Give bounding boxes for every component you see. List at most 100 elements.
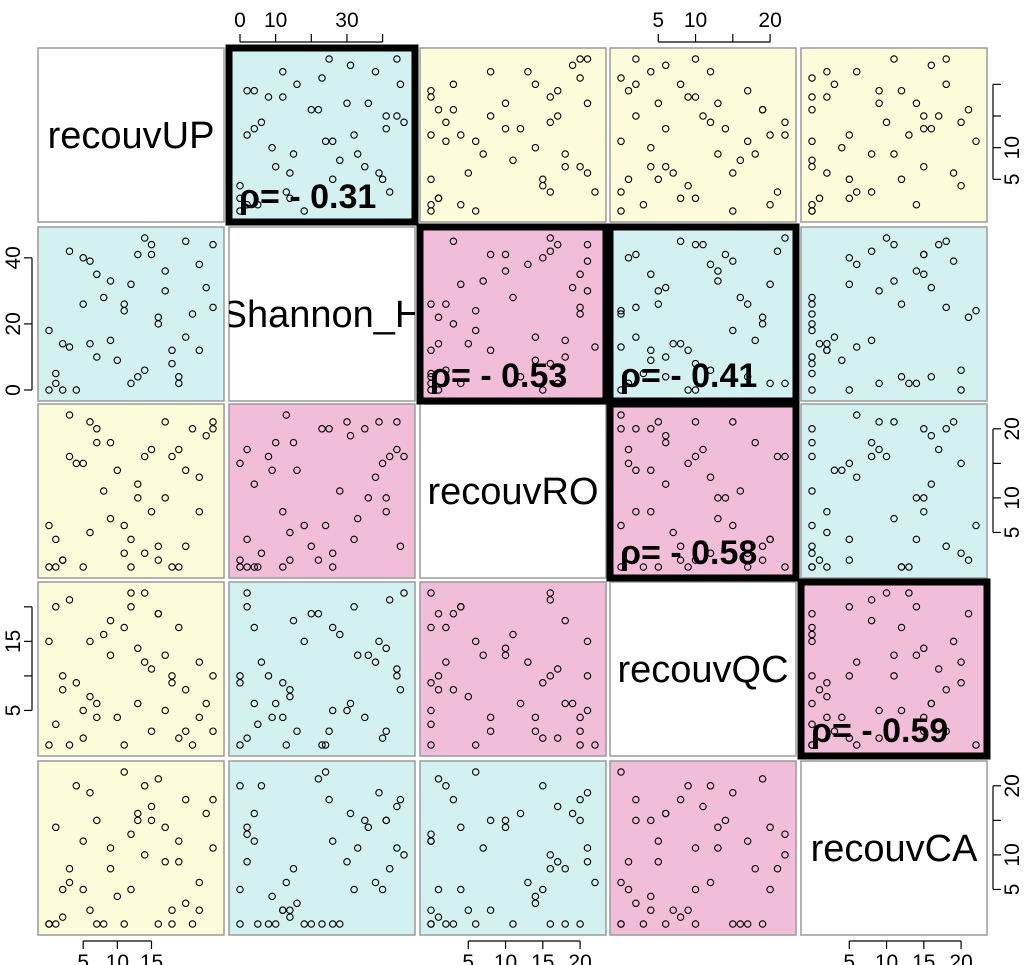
data-point-0-2-44 [434,194,443,203]
data-point-3-4-21 [808,741,816,749]
data-point-3-2-29 [427,623,435,632]
data-point-2-4-11 [972,521,980,530]
data-point-4-1-37 [279,906,287,914]
data-point-1-0-39 [209,303,217,312]
data-point-1-2-38 [471,326,480,335]
panel-3-1 [228,581,416,757]
data-point-0-3-42 [758,105,767,114]
data-point-2-3-7 [647,425,655,433]
data-point-3-4-1 [808,720,816,729]
data-point-1-0-18 [168,346,176,355]
data-point-0-2-26 [561,162,569,171]
panel-0-4 [800,47,988,223]
data-point-2-4-21 [808,425,816,433]
data-point-3-1-8 [336,630,344,639]
data-point-2-4-26 [808,438,816,447]
data-point-4-0-29 [175,837,183,845]
data-point-4-3-4 [684,782,692,790]
data-point-2-0-9 [106,438,115,447]
highlight-frame-2-3 [606,400,800,582]
data-point-1-3-32 [654,287,663,295]
data-point-1-4-34 [912,379,921,388]
data-point-4-1-40 [243,830,251,838]
data-point-4-3-40 [781,830,789,838]
data-point-1-2-9 [561,336,569,345]
data-point-2-1-9 [289,438,298,447]
data-point-1-0-10 [113,356,122,365]
tick-label-bottom-4-2: 15 [912,951,935,965]
data-point-0-1-11 [321,137,330,146]
data-point-3-4-35 [949,637,958,646]
data-point-4-2-14 [546,851,555,859]
data-point-4-0-9 [106,864,115,873]
data-point-2-0-41 [79,459,87,468]
data-point-3-0-21 [188,741,197,749]
data-point-0-3-30 [714,150,722,158]
data-point-1-4-20 [942,237,950,246]
data-point-2-4-6 [823,528,831,537]
panel-3-2 [419,581,607,757]
data-point-4-3-11 [617,768,625,776]
data-point-4-1-25 [385,864,394,873]
data-point-4-3-7 [647,816,655,825]
data-point-2-4-15 [920,507,928,516]
data-point-1-0-22 [195,260,204,269]
data-point-1-3-38 [729,326,737,335]
data-point-0-3-34 [766,200,774,209]
data-point-3-4-9 [867,616,876,625]
data-point-0-3-20 [676,80,685,89]
data-point-0-2-10 [531,143,540,152]
data-point-3-1-31 [250,699,259,708]
data-point-2-0-13 [134,494,142,502]
data-point-2-4-36 [957,549,965,557]
data-point-0-4-16 [808,105,816,114]
highlight-frame-0-1 [225,44,419,226]
data-point-4-2-1 [427,920,435,928]
data-point-2-1-33 [293,466,301,475]
data-point-0-2-28 [553,112,562,120]
data-point-0-1-20 [396,80,405,89]
data-point-1-0-23 [202,283,210,292]
data-point-3-2-6 [464,692,473,701]
data-point-2-1-16 [307,542,316,551]
data-point-2-4-31 [927,480,936,488]
data-point-3-1-7 [361,713,369,722]
data-point-2-1-38 [300,521,308,530]
data-point-4-2-39 [576,795,584,804]
data-point-2-1-20 [396,542,405,551]
data-point-1-0-2 [58,386,67,394]
data-point-3-2-10 [531,713,540,722]
data-point-0-1-9 [289,150,298,158]
data-point-3-0-25 [65,596,74,604]
data-point-3-4-3 [852,741,861,749]
data-point-0-4-18 [823,93,831,101]
tick-label-bottom-4-3: 20 [949,951,972,965]
data-point-1-4-39 [942,303,950,312]
data-point-3-4-42 [964,609,973,618]
data-point-3-1-5 [328,706,337,715]
data-point-1-0-24 [209,240,217,249]
data-point-2-0-42 [154,556,163,564]
data-point-4-3-20 [676,795,685,804]
data-point-2-3-10 [647,466,655,475]
data-point-1-4-14 [882,234,891,242]
data-point-0-3-1 [639,200,648,209]
data-point-0-3-3 [617,188,625,196]
data-point-4-1-11 [321,768,330,776]
correlation-label-2-3: ρ= - 0.58 [620,534,757,572]
data-point-2-4-25 [867,452,876,461]
data-point-2-0-44 [58,556,67,564]
data-point-3-0-7 [93,713,101,722]
data-point-1-3-39 [632,303,640,312]
data-point-0-4-40 [905,131,913,139]
tick-label-bottom-0-1: 10 [106,951,129,965]
data-point-3-0-17 [161,651,169,659]
data-point-2-3-26 [661,438,670,447]
data-point-1-3-24 [691,240,700,249]
data-point-0-3-7 [647,162,655,171]
data-point-1-3-3 [617,343,625,351]
data-point-0-4-37 [823,67,831,76]
data-point-2-3-27 [743,549,752,557]
data-point-4-3-21 [617,920,625,928]
data-point-3-0-34 [52,603,60,611]
